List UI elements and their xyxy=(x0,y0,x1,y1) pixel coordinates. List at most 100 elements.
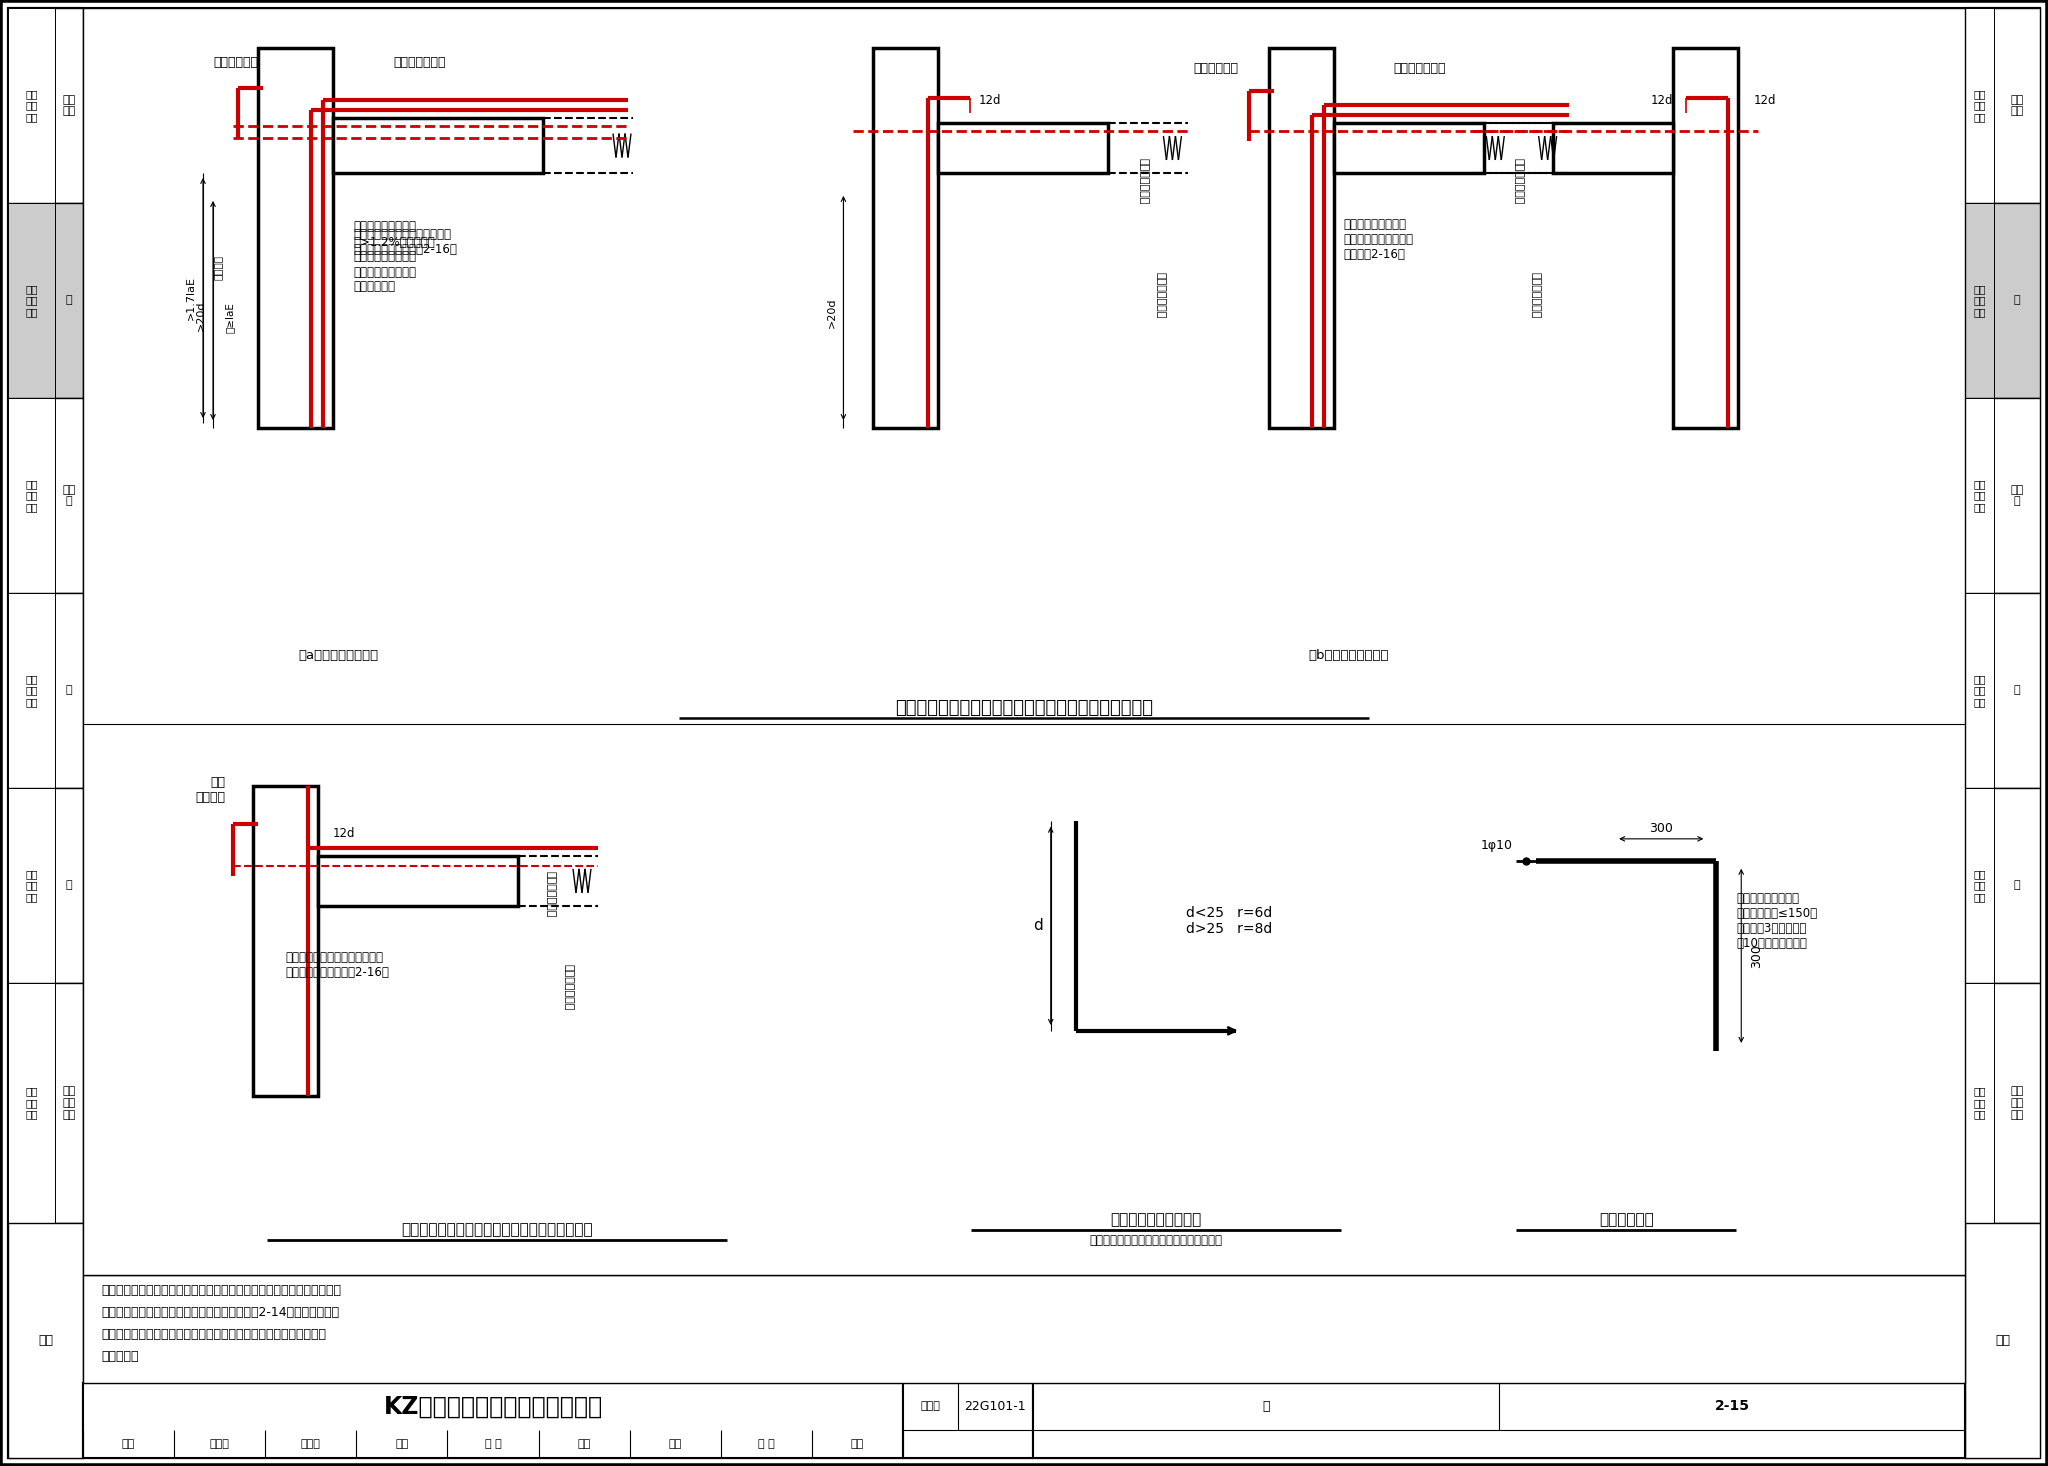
Text: 钢筋和梁上部纵向钢筋在节点外侧弯折搭接构造（梁宽范围内钢筋）: 钢筋和梁上部纵向钢筋在节点外侧弯折搭接构造（梁宽范围内钢筋） xyxy=(100,1328,326,1341)
Text: 在柱宽范围的柱箍筋
内侧设置间距≤150，
且不少于3根直径不小
于10的角部附加钢筋: 在柱宽范围的柱箍筋 内侧设置间距≤150， 且不少于3根直径不小 于10的角部附… xyxy=(1737,891,1817,950)
Bar xyxy=(1673,48,1739,428)
Bar xyxy=(8,1223,84,1459)
Bar xyxy=(1964,789,1993,984)
Text: 2-15: 2-15 xyxy=(1714,1400,1749,1413)
Text: 钢筋可弯入梁内作梁上部纵向钢筋，与本图集第2-14页的柱外侧纵向: 钢筋可弯入梁内作梁上部纵向钢筋，与本图集第2-14页的柱外侧纵向 xyxy=(100,1306,340,1319)
Text: 12d: 12d xyxy=(334,827,356,840)
Text: 12d: 12d xyxy=(979,94,1001,107)
Bar xyxy=(1333,123,1483,173)
Text: 标准
构造
详图: 标准 构造 详图 xyxy=(25,869,37,902)
Text: 梁: 梁 xyxy=(66,686,72,695)
Text: 签章: 签章 xyxy=(850,1440,864,1448)
Text: 标准
构造
详图: 标准 构造 详图 xyxy=(25,674,37,707)
Bar xyxy=(317,856,518,906)
Bar xyxy=(1964,594,2040,789)
Bar xyxy=(8,202,84,397)
Text: 标准
构造
详图: 标准 构造 详图 xyxy=(25,1086,37,1120)
Bar xyxy=(84,1382,903,1459)
Text: d: d xyxy=(1032,918,1042,934)
Text: （b）梁宽范围外钢筋: （b）梁宽范围外钢筋 xyxy=(1309,649,1389,663)
Text: 组合使用。: 组合使用。 xyxy=(100,1350,139,1363)
Text: 角部附加钢筋: 角部附加钢筋 xyxy=(1194,62,1239,75)
Text: KZ边柱和角柱柱顶纵向钢筋构造: KZ边柱和角柱柱顶纵向钢筋构造 xyxy=(383,1394,602,1419)
Text: 柱内侧纵向钢筋: 柱内侧纵向钢筋 xyxy=(1155,271,1165,318)
Text: 标准
构造
详图: 标准 构造 详图 xyxy=(25,284,37,317)
Bar xyxy=(1964,594,1993,789)
Text: 板: 板 xyxy=(66,881,72,890)
Bar xyxy=(1964,7,1993,202)
Bar xyxy=(8,202,55,397)
Bar xyxy=(1964,984,2040,1223)
Text: 剪力
墙: 剪力 墙 xyxy=(2011,485,2023,506)
Text: >20d: >20d xyxy=(827,298,836,328)
Text: 审核: 审核 xyxy=(123,1440,135,1448)
Text: 1φ10: 1φ10 xyxy=(1481,840,1511,852)
Bar xyxy=(1268,48,1333,428)
Bar xyxy=(938,123,1108,173)
Text: >20d: >20d xyxy=(197,301,207,331)
Text: 标准
构造
详图: 标准 构造 详图 xyxy=(1972,284,1985,317)
Bar xyxy=(903,1382,1032,1459)
Text: 标准
构造
详图: 标准 构造 详图 xyxy=(1972,479,1985,512)
Text: 12d: 12d xyxy=(1651,94,1673,107)
Text: 吴汉福: 吴汉福 xyxy=(209,1440,229,1448)
Bar xyxy=(1964,397,2040,594)
Bar xyxy=(1552,123,1673,173)
Bar xyxy=(8,7,84,1459)
Bar xyxy=(1964,397,1993,594)
Text: 22G101-1: 22G101-1 xyxy=(965,1400,1026,1413)
Text: （a）梁宽范围内钢筋: （a）梁宽范围内钢筋 xyxy=(297,649,379,663)
Text: 柱内侧纵向钢筋同中柱柱顶纵向
钢筋构造，见本图集第2-16页: 柱内侧纵向钢筋同中柱柱顶纵向 钢筋构造，见本图集第2-16页 xyxy=(285,951,389,979)
Text: 图集号: 图集号 xyxy=(920,1401,940,1412)
Text: 梁上部纵向钢筋配筋
率>1.2%时，应分两
批截断。当梁上部纵
向钢筋为两排时，先
断第二排钢筋: 梁上部纵向钢筋配筋 率>1.2%时，应分两 批截断。当梁上部纵 向钢筋为两排时，… xyxy=(352,220,434,293)
Text: 梁宽范围内柱外侧纵向钢筋弯入梁内作梁筋构造: 梁宽范围内柱外侧纵向钢筋弯入梁内作梁筋构造 xyxy=(401,1223,592,1237)
Bar xyxy=(258,48,334,428)
Text: >1.7laE: >1.7laE xyxy=(186,276,197,320)
Text: d<25   r=6d
d>25   r=8d: d<25 r=6d d>25 r=8d xyxy=(1186,906,1272,935)
Text: 柱内侧纵向钢筋: 柱内侧纵向钢筋 xyxy=(563,965,573,1010)
Bar xyxy=(1964,7,2040,1459)
Bar xyxy=(1032,1382,1964,1459)
Text: 12d: 12d xyxy=(1753,94,1776,107)
Bar xyxy=(254,786,317,1097)
Bar xyxy=(8,594,55,789)
Bar xyxy=(84,1382,1964,1459)
Text: 一般
构造: 一般 构造 xyxy=(61,95,76,116)
Text: 梁上部纵向钢筋: 梁上部纵向钢筋 xyxy=(393,57,446,69)
Bar xyxy=(84,7,1964,1275)
Bar xyxy=(84,1275,1964,1382)
Text: 设计: 设计 xyxy=(668,1440,682,1448)
Bar xyxy=(334,117,543,173)
Bar xyxy=(1964,984,1993,1223)
Text: 柱内侧纵向钢筋同柱
柱顶纵向钢筋构造，见
本图集第2-16页: 柱内侧纵向钢筋同柱 柱顶纵向钢筋构造，见 本图集第2-16页 xyxy=(1343,218,1413,261)
Text: 梁上部纵向钢筋: 梁上部纵向钢筋 xyxy=(1393,62,1446,75)
Text: 标准
构造
详图: 标准 构造 详图 xyxy=(1972,1086,1985,1120)
Bar xyxy=(8,789,55,984)
Text: 一般
构造: 一般 构造 xyxy=(2011,95,2023,116)
Text: 罗 斌: 罗 斌 xyxy=(485,1440,502,1448)
Bar xyxy=(8,789,84,984)
Bar xyxy=(1964,202,2040,397)
Text: 标准
构造
详图: 标准 构造 详图 xyxy=(25,89,37,122)
Bar xyxy=(8,984,55,1223)
Text: 柱: 柱 xyxy=(2013,296,2019,305)
Text: 其他
相关
构造: 其他 相关 构造 xyxy=(2011,1086,2023,1120)
Text: 标准
构造
详图: 标准 构造 详图 xyxy=(25,479,37,512)
Text: 300: 300 xyxy=(1749,944,1763,968)
Text: 注：当柱外侧纵向钢筋直径不小于梁上部钢筋时，梁宽范围内柱外侧纵向: 注：当柱外侧纵向钢筋直径不小于梁上部钢筋时，梁宽范围内柱外侧纵向 xyxy=(100,1284,342,1297)
Text: 标准
构造
详图: 标准 构造 详图 xyxy=(1972,674,1985,707)
Text: 校对: 校对 xyxy=(395,1440,408,1448)
Text: 300: 300 xyxy=(1649,822,1673,836)
Bar xyxy=(1964,7,2040,202)
Text: 吴以稀: 吴以稀 xyxy=(301,1440,322,1448)
Text: （用于柱外侧纵向钢筋及梁上部纵向钢筋）: （用于柱外侧纵向钢筋及梁上部纵向钢筋） xyxy=(1090,1233,1223,1246)
Text: 附录: 附录 xyxy=(1995,1334,2009,1347)
Bar xyxy=(872,48,938,428)
Bar xyxy=(8,984,84,1223)
Text: 柱内侧纵向钢筋: 柱内侧纵向钢筋 xyxy=(1530,271,1540,318)
Text: 且≥laE: 且≥laE xyxy=(225,302,236,333)
Text: 角部附加钢筋: 角部附加钢筋 xyxy=(1599,1212,1653,1227)
Text: 字成: 字成 xyxy=(578,1440,590,1448)
Bar xyxy=(8,397,55,594)
Text: 徐 莉: 徐 莉 xyxy=(758,1440,774,1448)
